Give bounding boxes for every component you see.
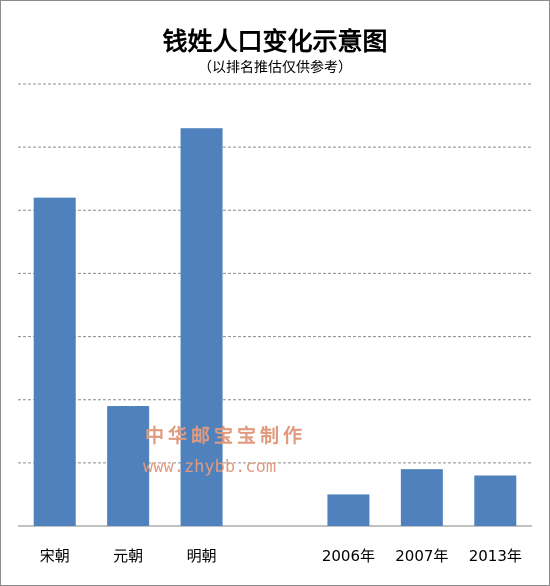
x-tick-label: 2006年: [322, 547, 375, 565]
x-tick-label: 宋朝: [40, 547, 70, 565]
watermark-text: 中华邮宝宝制作: [145, 424, 306, 447]
chart-subtitle: （以排名推估仅供参考）: [198, 60, 352, 76]
x-tick-label: 明朝: [187, 547, 217, 565]
x-tick-labels: 宋朝 元朝 明朝 2006年 2007年 2013年: [40, 547, 522, 565]
bar-6: [474, 475, 517, 526]
gridlines: [18, 83, 532, 527]
chart-title: 钱姓人口变化示意图: [162, 27, 388, 56]
watermark-url: www.zhybb.com: [143, 457, 276, 477]
bar-1: [107, 406, 150, 526]
x-tick-label: 2013年: [469, 547, 522, 565]
bar-0: [33, 197, 76, 526]
x-tick-label: 2007年: [395, 547, 448, 565]
bars: [33, 128, 517, 526]
bar-4: [327, 494, 370, 526]
bar-2: [180, 128, 223, 526]
x-tick-label: 元朝: [113, 547, 143, 565]
bar-5: [400, 469, 443, 526]
